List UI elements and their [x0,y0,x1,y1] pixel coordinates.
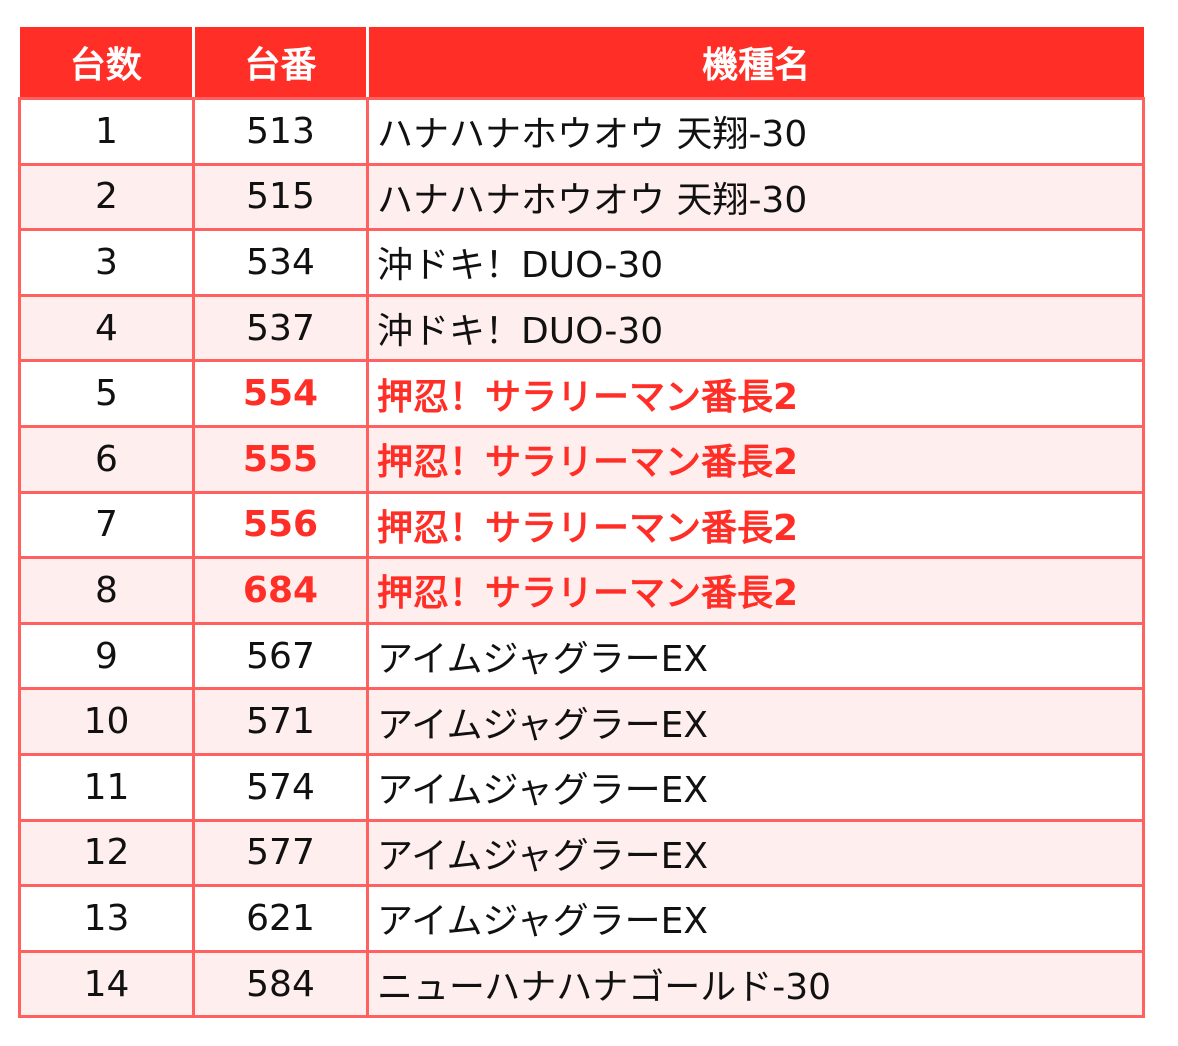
machine-table: 台数 台番 機種名 1 513 ハナハナホウオウ 天翔-30 2 515 ハナハナホウオウ… [18,27,1145,1019]
table-row: 3 534 沖ドキ！DUO-30 [18,228,1145,297]
table-row: 9 567 アイムジャグラーEX [18,621,1145,691]
cell-machine: 沖ドキ！DUO-30 [366,293,1145,363]
table-row: 6 555 押忍！サラリーマン番長2 [18,424,1145,494]
cell-count: 14 [18,949,195,1019]
cell-number: 555 [192,424,369,494]
cell-machine: 押忍！サラリーマン番長2 [366,490,1145,560]
header-count: 台数 [19,27,195,100]
cell-number: 534 [192,228,369,297]
cell-machine: 押忍！サラリーマン番長2 [366,556,1145,625]
cell-count: 11 [18,752,195,822]
cell-count: 13 [18,884,195,953]
header-number: 台番 [192,27,369,100]
cell-number: 571 [192,687,369,756]
cell-number: 554 [192,359,369,428]
cell-count: 2 [18,162,195,232]
cell-count: 4 [18,293,195,363]
cell-number: 584 [192,949,369,1019]
cell-number: 513 [192,97,369,166]
table-row: 4 537 沖ドキ！DUO-30 [18,293,1145,363]
table-row: 10 571 アイムジャグラーEX [18,687,1145,756]
cell-count: 1 [18,97,195,166]
cell-machine: アイムジャグラーEX [366,621,1145,691]
table-row: 2 515 ハナハナホウオウ 天翔-30 [18,162,1145,232]
table-row: 12 577 アイムジャグラーEX [18,818,1145,888]
cell-count: 5 [18,359,195,428]
cell-machine: ハナハナホウオウ 天翔-30 [366,97,1145,166]
cell-machine: アイムジャグラーEX [366,752,1145,822]
cell-count: 6 [18,424,195,494]
cell-count: 9 [18,621,195,691]
table-row: 5 554 押忍！サラリーマン番長2 [18,359,1145,428]
cell-number: 574 [192,752,369,822]
table-row: 7 556 押忍！サラリーマン番長2 [18,490,1145,560]
table-row: 8 684 押忍！サラリーマン番長2 [18,556,1145,625]
cell-number: 621 [192,884,369,953]
cell-machine: アイムジャグラーEX [366,687,1145,756]
cell-number: 537 [192,293,369,363]
cell-number: 556 [192,490,369,560]
cell-machine: ハナハナホウオウ 天翔-30 [366,162,1145,232]
header-machine: 機種名 [366,27,1144,100]
cell-machine: 押忍！サラリーマン番長2 [366,359,1145,428]
cell-count: 12 [18,818,195,888]
cell-machine: ニューハナハナゴールド-30 [366,949,1145,1019]
cell-number: 577 [192,818,369,888]
cell-count: 7 [18,490,195,560]
cell-count: 8 [18,556,195,625]
cell-number: 515 [192,162,369,232]
cell-machine: アイムジャグラーEX [366,884,1145,953]
cell-count: 10 [18,687,195,756]
table-row: 1 513 ハナハナホウオウ 天翔-30 [18,97,1145,166]
table-row: 11 574 アイムジャグラーEX [18,752,1145,822]
cell-machine: アイムジャグラーEX [366,818,1145,888]
cell-count: 3 [18,228,195,297]
header-row: 台数 台番 機種名 [19,27,1144,100]
table-row: 13 621 アイムジャグラーEX [18,884,1145,953]
table-row: 14 584 ニューハナハナゴールド-30 [18,949,1145,1019]
cell-number: 684 [192,556,369,625]
cell-number: 567 [192,621,369,691]
cell-machine: 沖ドキ！DUO-30 [366,228,1145,297]
cell-machine: 押忍！サラリーマン番長2 [366,424,1145,494]
